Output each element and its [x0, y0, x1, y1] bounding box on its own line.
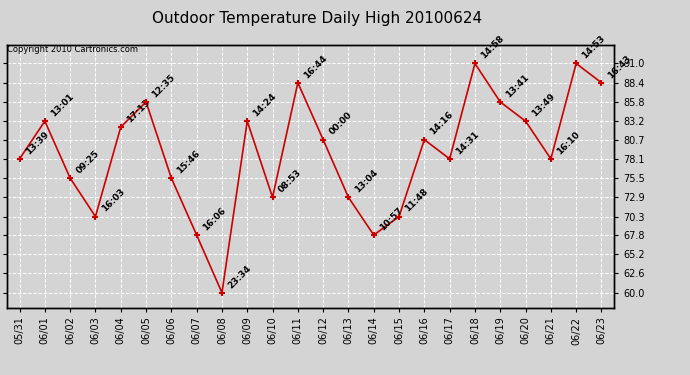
Text: 14:16: 14:16	[428, 110, 455, 137]
Text: 13:41: 13:41	[504, 72, 531, 99]
Text: 16:43: 16:43	[606, 53, 632, 80]
Text: 13:04: 13:04	[353, 168, 380, 195]
Text: 10:57: 10:57	[378, 206, 404, 232]
Text: Copyright 2010 Cartronics.com: Copyright 2010 Cartronics.com	[7, 45, 138, 54]
Text: 16:44: 16:44	[302, 53, 329, 80]
Text: 13:01: 13:01	[49, 92, 75, 118]
Text: 09:25: 09:25	[75, 149, 101, 176]
Text: Outdoor Temperature Daily High 20100624: Outdoor Temperature Daily High 20100624	[152, 11, 482, 26]
Text: 14:53: 14:53	[580, 34, 607, 61]
Text: 13:39: 13:39	[23, 129, 50, 156]
Text: 14:31: 14:31	[454, 129, 480, 156]
Text: 12:35: 12:35	[150, 72, 177, 99]
Text: 16:06: 16:06	[201, 206, 227, 232]
Text: 17:13: 17:13	[125, 98, 152, 124]
Text: 08:53: 08:53	[277, 168, 303, 195]
Text: 15:46: 15:46	[175, 148, 202, 176]
Text: 16:03: 16:03	[99, 187, 126, 214]
Text: 16:10: 16:10	[555, 130, 582, 156]
Text: 00:00: 00:00	[327, 111, 353, 137]
Text: 11:48: 11:48	[403, 187, 430, 214]
Text: 14:58: 14:58	[479, 34, 506, 61]
Text: 13:49: 13:49	[530, 92, 557, 118]
Text: 14:24: 14:24	[251, 92, 278, 118]
Text: 23:34: 23:34	[226, 263, 253, 290]
